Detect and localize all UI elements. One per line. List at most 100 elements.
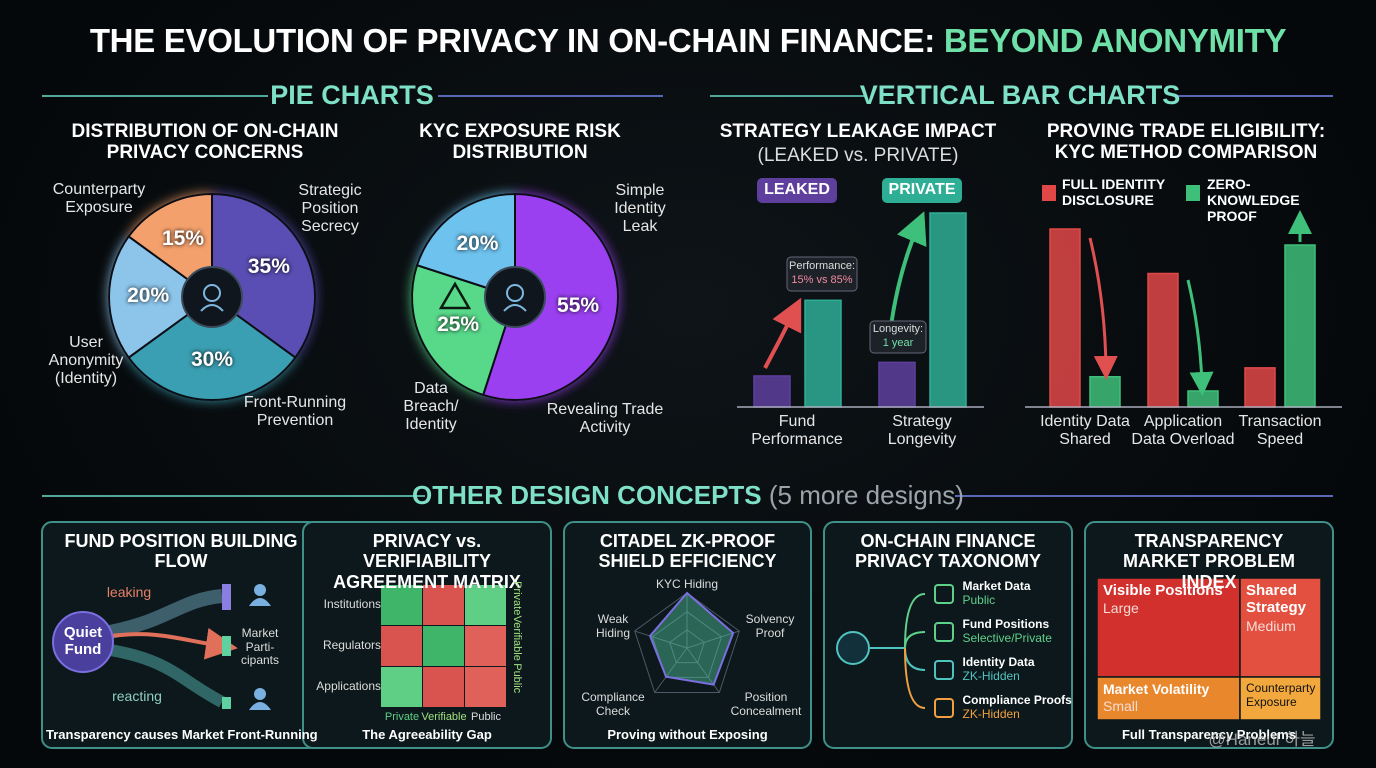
- treemap-cell: [1239, 577, 1322, 678]
- bar: [1244, 367, 1276, 408]
- annotation-title: Performance:: [788, 260, 856, 272]
- item-status: ZK-Hidden: [962, 669, 1020, 683]
- bar: [1049, 228, 1081, 408]
- radar-ring: [651, 611, 723, 678]
- section-title: OTHER DESIGN CONCEPTS: [412, 480, 762, 510]
- x-tick-label: Fund Performance: [751, 413, 843, 449]
- slice-value: 35%: [247, 255, 290, 278]
- slice-value: 20%: [456, 232, 499, 256]
- legend-swatch: [1042, 185, 1056, 201]
- trend-arrow: [763, 297, 802, 369]
- flow-node: [222, 584, 231, 610]
- item-label: Market Data: [962, 579, 1031, 593]
- legend-label: PRIVATE: [888, 181, 956, 198]
- pie-slice: [127, 192, 213, 299]
- item-icon: [934, 622, 954, 642]
- pie-center: [181, 266, 243, 328]
- item-label: Identity Data: [962, 655, 1035, 669]
- page-title: THE EVOLUTION OF PRIVACY IN ON-CHAIN FIN…: [0, 22, 1376, 60]
- radar-area: [648, 591, 735, 686]
- shield: [836, 631, 870, 665]
- legend-label: LEAKED: [764, 181, 830, 198]
- trend-arrow: [1186, 279, 1214, 396]
- people-icon: [254, 584, 266, 596]
- pie-slice: [108, 235, 214, 359]
- slice-value: 20%: [127, 284, 170, 307]
- x-tick-label: Application Data Overload: [1131, 413, 1235, 449]
- slice-value: 15%: [161, 227, 205, 251]
- people-icon: [254, 688, 266, 700]
- matrix-cell: [465, 585, 506, 625]
- branch: [904, 631, 926, 649]
- card-title: PRIVACY vs. VERIFIABILITY AGREEMENT MATR…: [333, 531, 521, 592]
- legend-pill: [757, 178, 837, 203]
- treemap-cell: [1239, 676, 1322, 721]
- radar-axis: [686, 630, 740, 649]
- cell-label: Market Volatility: [1103, 681, 1210, 697]
- title-highlight: BEYOND ANONYMITY: [943, 22, 1287, 59]
- card-title: CITADEL ZK-PROOF SHIELD EFFICIENCY: [598, 531, 777, 572]
- pie-slice: [481, 192, 619, 401]
- matrix-cell: [381, 667, 422, 707]
- slice-label: Counterparty Exposure: [52, 181, 146, 217]
- card-footer: Full Transparency Problems: [1121, 727, 1297, 742]
- cell-label: Visible Positions: [1103, 582, 1223, 599]
- x-tick-label: Transaction Speed: [1238, 413, 1322, 449]
- chart-subtitle: (LEAKED vs. PRIVATE): [757, 145, 959, 166]
- matrix-cell: [465, 667, 506, 707]
- radar-axis: [634, 630, 688, 649]
- flow: [109, 644, 225, 708]
- radar-label: Solvency Proof: [745, 612, 795, 640]
- cell-label: Shared Strategy: [1246, 582, 1307, 616]
- title-main: THE EVOLUTION OF PRIVACY IN ON-CHAIN FIN…: [89, 22, 935, 59]
- x-tick-label: Strategy Longevity: [887, 413, 957, 449]
- design-card: [823, 521, 1073, 749]
- row-label: Applications: [316, 679, 381, 693]
- matrix-cell: [381, 626, 422, 666]
- trend-arrow: [1088, 237, 1118, 380]
- item-label: Compliance Proofs: [962, 693, 1072, 707]
- slice-label: Front-Running Prevention: [243, 394, 347, 430]
- people-icon: [249, 702, 271, 710]
- warning-icon: [438, 281, 472, 310]
- radar-ring: [669, 629, 705, 664]
- matrix-cell: [465, 626, 506, 666]
- chart-title: DISTRIBUTION OF ON-CHAIN PRIVACY CONCERN…: [71, 121, 339, 164]
- flow-node: [222, 636, 231, 656]
- bar: [1284, 244, 1316, 408]
- row-label: Regulators: [322, 638, 381, 652]
- item-status: Public: [962, 593, 996, 607]
- card-title: TRANSPARENCY MARKET PROBLEM INDEX: [1123, 531, 1295, 592]
- radar-axis: [654, 647, 688, 693]
- row-label: Institutions: [323, 597, 381, 611]
- pie-icon: [506, 284, 524, 302]
- slice-label: Data Breach/ Identity: [403, 380, 459, 434]
- legend-pill: [882, 178, 962, 203]
- matrix-cell: [381, 585, 422, 625]
- matrix-cell: [423, 626, 464, 666]
- flow-label: Market Parti- cipants: [240, 626, 280, 668]
- chart-title: STRATEGY LEAKAGE IMPACT: [719, 121, 997, 142]
- card-footer: Transparency causes Market Front-Running: [46, 727, 318, 742]
- legend-label: FULL IDENTITY DISCLOSURE: [1062, 176, 1165, 208]
- bar: [878, 361, 916, 408]
- matrix-cell: [423, 667, 464, 707]
- radar-label: KYC Hiding: [655, 577, 719, 591]
- annotation-box: [869, 320, 927, 354]
- flow: [109, 627, 238, 660]
- annotation-box: [786, 256, 858, 292]
- bar: [1089, 375, 1121, 408]
- item-icon: [934, 660, 954, 680]
- people-icon: [249, 598, 271, 606]
- slice-label: Strategic Position Secrecy: [298, 182, 362, 236]
- bar: [929, 212, 967, 408]
- branch: [904, 593, 926, 649]
- card-footer: The Agreeability Gap: [362, 727, 492, 742]
- pie: [411, 192, 619, 401]
- item-status: ZK-Hidden: [962, 707, 1020, 721]
- watermark: @Haneul 하늘: [1208, 730, 1316, 749]
- pie-slice: [415, 192, 516, 299]
- pie-slice: [211, 192, 316, 359]
- cell-size: Small: [1103, 698, 1139, 714]
